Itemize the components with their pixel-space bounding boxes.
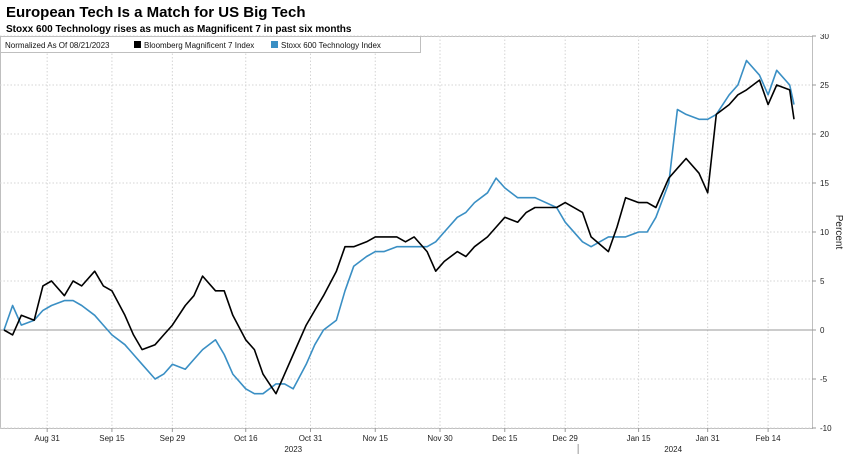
legend-note: Normalized As Of 08/21/2023 <box>5 41 110 50</box>
x-tick-label: Oct 31 <box>299 434 323 443</box>
y-tick-label: 10 <box>820 228 829 237</box>
x-year-label: 2023 <box>284 445 302 454</box>
series-line-magnificent-7 <box>3 79 795 395</box>
x-tick-label: Jan 31 <box>696 434 721 443</box>
legend-label: Stoxx 600 Technology Index <box>281 41 381 50</box>
y-tick-label: 5 <box>820 277 825 286</box>
x-tick-label: Feb 14 <box>756 434 781 443</box>
y-axis-label: Percent <box>833 215 844 250</box>
x-tick-label: Dec 29 <box>553 434 579 443</box>
y-tick-label: -5 <box>820 375 828 384</box>
legend-box <box>0 36 421 53</box>
x-year-label: 2024 <box>664 445 682 454</box>
line-chart: 30 25 20 15 10 5 0 -5 -10 Aug 31 Sep 15 Sep 29 Oct 1… <box>0 34 844 454</box>
y-tick-label: 30 <box>820 34 829 41</box>
chart-subtitle: Stoxx 600 Technology rises as much as Ma… <box>6 24 352 35</box>
x-tick-label: Nov 15 <box>363 434 389 443</box>
x-tick-label: Oct 16 <box>234 434 258 443</box>
x-tick-label: Nov 30 <box>427 434 453 443</box>
y-tick-label: 0 <box>820 326 825 335</box>
legend-swatch <box>134 41 141 48</box>
x-tick-label: Sep 15 <box>99 434 125 443</box>
x-tick-label: Jan 15 <box>627 434 652 443</box>
series-line-stoxx-600-technology <box>3 59 795 395</box>
x-tick-label: Dec 15 <box>492 434 518 443</box>
chart-title: European Tech Is a Match for US Big Tech <box>6 4 306 21</box>
y-tick-label: 25 <box>820 81 829 90</box>
y-tick-label: -10 <box>820 424 832 433</box>
x-tick-label: Sep 29 <box>160 434 186 443</box>
y-tick-label: 20 <box>820 130 829 139</box>
x-tick-label: Aug 31 <box>34 434 60 443</box>
legend-label: Bloomberg Magnificent 7 Index <box>144 41 254 50</box>
legend-swatch <box>271 41 278 48</box>
y-tick-label: 15 <box>820 179 829 188</box>
